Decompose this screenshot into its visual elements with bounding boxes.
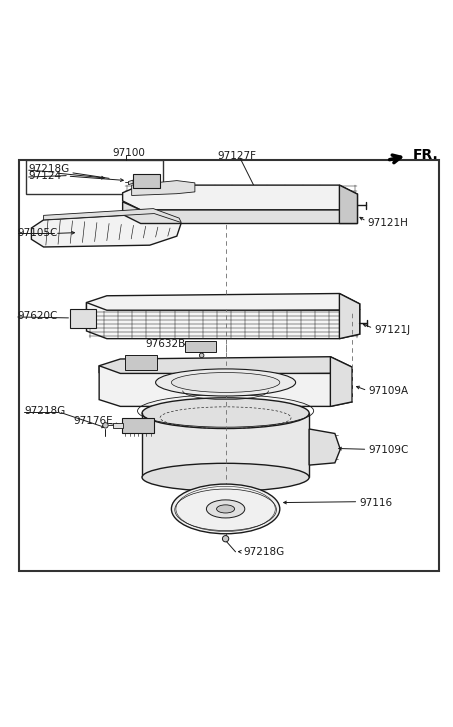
Bar bbox=[25, 160, 163, 194]
Ellipse shape bbox=[171, 372, 280, 393]
Ellipse shape bbox=[207, 500, 245, 518]
Text: 97218G: 97218G bbox=[29, 164, 70, 174]
Polygon shape bbox=[309, 429, 340, 465]
Text: 97124: 97124 bbox=[29, 171, 62, 181]
Ellipse shape bbox=[142, 398, 309, 428]
Polygon shape bbox=[123, 202, 357, 223]
Text: 97121J: 97121J bbox=[375, 325, 411, 334]
Text: 97100: 97100 bbox=[113, 148, 145, 158]
Polygon shape bbox=[113, 423, 123, 427]
Polygon shape bbox=[99, 357, 352, 375]
Text: 97127F: 97127F bbox=[217, 150, 256, 161]
Text: 97121H: 97121H bbox=[367, 217, 408, 228]
Text: 97105C: 97105C bbox=[18, 228, 58, 238]
Text: 97218G: 97218G bbox=[24, 406, 65, 416]
Polygon shape bbox=[87, 302, 360, 339]
Ellipse shape bbox=[171, 484, 280, 534]
Text: 97109A: 97109A bbox=[369, 387, 409, 396]
Text: 97632B: 97632B bbox=[145, 339, 185, 349]
Text: 97176E: 97176E bbox=[73, 416, 113, 426]
Circle shape bbox=[199, 353, 204, 358]
Polygon shape bbox=[43, 209, 181, 222]
Ellipse shape bbox=[142, 463, 309, 491]
Polygon shape bbox=[123, 185, 357, 210]
Text: 97109C: 97109C bbox=[369, 445, 409, 455]
Polygon shape bbox=[339, 185, 357, 223]
Text: 97116: 97116 bbox=[360, 497, 393, 507]
Polygon shape bbox=[87, 294, 360, 312]
Bar bbox=[142, 413, 309, 478]
FancyBboxPatch shape bbox=[125, 356, 156, 370]
FancyBboxPatch shape bbox=[133, 174, 159, 188]
Polygon shape bbox=[31, 214, 181, 247]
Polygon shape bbox=[330, 357, 352, 406]
Circle shape bbox=[222, 536, 229, 542]
Circle shape bbox=[103, 422, 108, 428]
Polygon shape bbox=[99, 366, 352, 406]
FancyBboxPatch shape bbox=[122, 418, 154, 433]
Polygon shape bbox=[132, 180, 195, 196]
FancyBboxPatch shape bbox=[185, 341, 216, 352]
Ellipse shape bbox=[217, 505, 235, 513]
Polygon shape bbox=[129, 180, 133, 185]
Text: 97218G: 97218G bbox=[243, 547, 284, 558]
Ellipse shape bbox=[155, 369, 296, 396]
Polygon shape bbox=[339, 294, 360, 339]
FancyBboxPatch shape bbox=[70, 309, 96, 329]
Text: 97620C: 97620C bbox=[18, 311, 58, 321]
Text: FR.: FR. bbox=[413, 148, 439, 162]
